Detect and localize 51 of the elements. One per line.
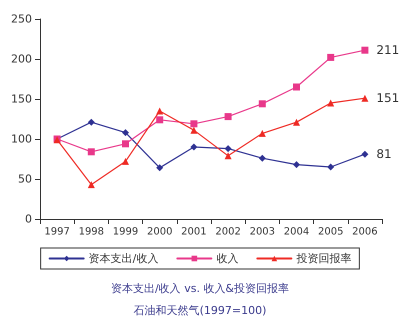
point (88, 118, 95, 126)
y-tick-label: 250 (11, 12, 32, 26)
point (327, 164, 334, 170)
point (122, 140, 129, 148)
x-tick-label: 2000 (146, 226, 172, 238)
point (156, 116, 164, 124)
point (156, 108, 164, 114)
point (258, 154, 266, 162)
point (361, 150, 368, 158)
x-tick-label: 2002 (215, 226, 241, 238)
text: 石油和天然气(1997=100) (134, 304, 266, 317)
data-label: 151 (376, 91, 400, 106)
y-tick-label: 0 (25, 212, 32, 226)
x-tick-label: 2003 (250, 226, 276, 238)
y-tick-label: 150 (11, 92, 32, 106)
point (88, 148, 95, 156)
y-tick-label: 100 (11, 132, 32, 146)
text: 资本支出/收入 vs. 收入&投资回报率 (110, 282, 290, 295)
point (258, 130, 266, 137)
legend-label: 资本支出/收入 (88, 252, 158, 265)
x-tick-label: 1999 (112, 226, 138, 238)
point (224, 113, 232, 120)
data-label: 211 (376, 43, 400, 58)
point (122, 129, 129, 136)
point (327, 54, 334, 61)
point (361, 94, 368, 102)
x-tick-label: 2004 (284, 226, 310, 238)
point (224, 152, 232, 160)
point (224, 145, 232, 152)
x-tick-label: 1998 (78, 226, 104, 238)
point (258, 100, 266, 108)
point (122, 158, 129, 165)
point (190, 126, 198, 134)
x-tick-label: 1997 (44, 226, 70, 238)
point (293, 161, 300, 168)
point (293, 118, 300, 126)
point (293, 84, 300, 90)
x-tick-label: 2005 (318, 226, 344, 238)
y-tick-label: 50 (18, 172, 32, 186)
legend-label: 收入 (216, 252, 238, 265)
data-label: 81 (376, 147, 392, 162)
x-tick-label: 2001 (181, 226, 207, 238)
point (156, 164, 164, 172)
point (361, 46, 368, 54)
point (190, 144, 198, 150)
y-tick-label: 200 (11, 52, 32, 66)
point (190, 120, 198, 128)
legend-label: 投资回报率 (295, 252, 352, 265)
x-tick-label: 2006 (352, 226, 378, 238)
point (327, 100, 334, 106)
point (88, 181, 95, 188)
